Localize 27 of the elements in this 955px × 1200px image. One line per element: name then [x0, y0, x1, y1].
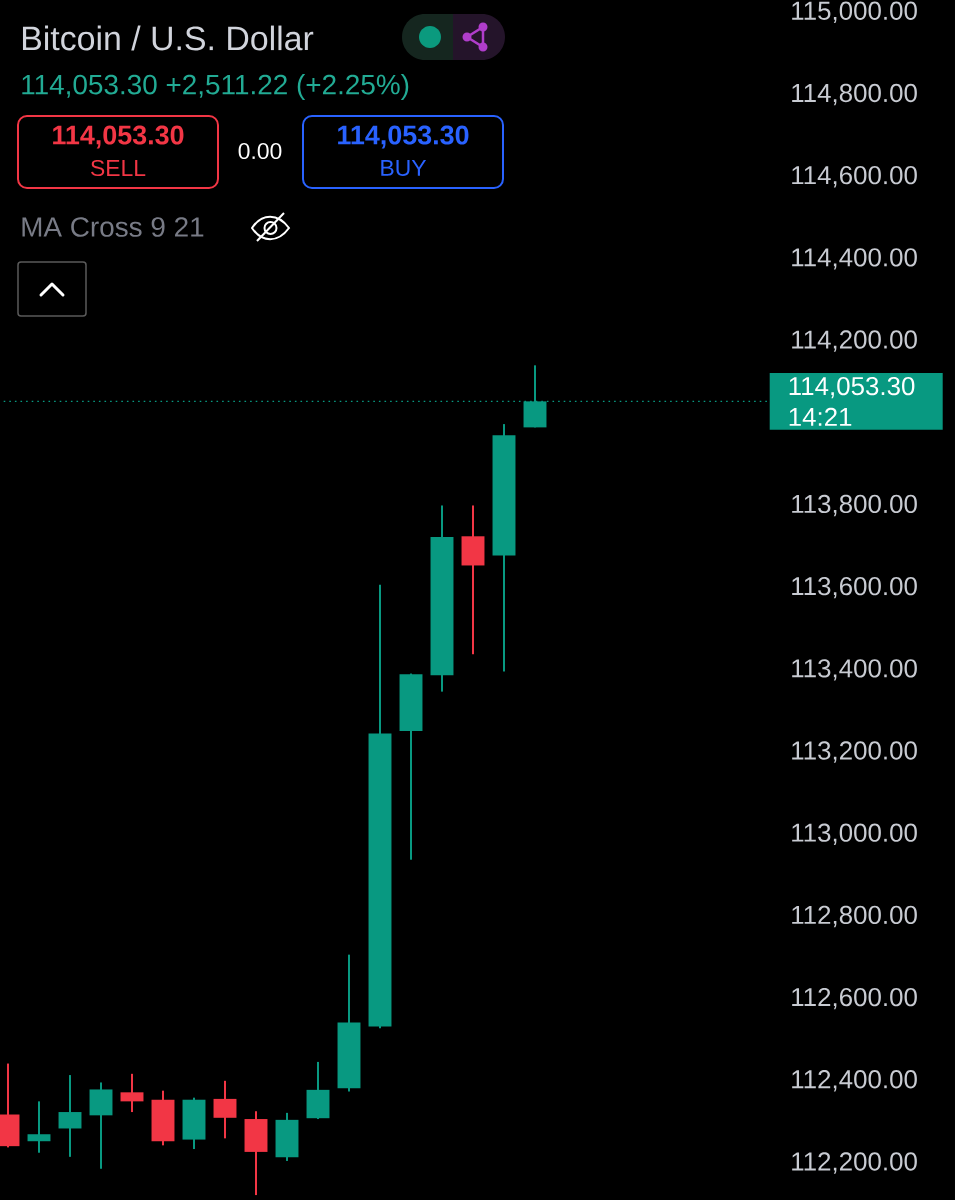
y-tick-label: 115,000.00	[792, 1, 917, 24]
y-tick-label: 114,400.00	[792, 248, 917, 270]
y-tick-label: 113,400.00	[792, 659, 917, 681]
y-tick-label: 112,600.00	[792, 987, 917, 1010]
annotation: 0.00	[238, 142, 282, 160]
annotation: SELL	[91, 159, 146, 177]
y-tick-label: 113,800.00	[792, 494, 917, 517]
text: 114,053.30 +2,511.22 (+2.25%)	[22, 74, 409, 100]
y-tick-label: 114,800.00	[792, 83, 917, 106]
annotation: 114,053.30	[53, 125, 184, 149]
y-tick-label: 113,600.00	[792, 576, 917, 599]
text: Bitcoin / U.S. Dollar	[22, 25, 314, 51]
y-tick-label: 112,800.00	[792, 905, 917, 928]
candlestick	[120, 1072, 144, 1114]
ref-line-label: 114,053.30 14:21	[789, 376, 915, 426]
y-tick-label: 112,400.00	[792, 1070, 917, 1092]
candlestick	[213, 1079, 237, 1140]
y-tick-label: 114,600.00	[792, 165, 917, 188]
candlestick	[27, 1100, 51, 1154]
annotation: MA Cross 9 21	[22, 217, 204, 237]
y-tick-label: 113,000.00	[792, 823, 917, 845]
y-tick-label: 114,200.00	[792, 330, 917, 352]
y-tick-label: 113,200.00	[792, 741, 917, 763]
candlestick	[58, 1074, 82, 1158]
y-tick-label: 112,200.00	[792, 1152, 917, 1174]
annotation: 114,053.30	[338, 125, 469, 149]
annotation: BUY	[381, 160, 427, 176]
